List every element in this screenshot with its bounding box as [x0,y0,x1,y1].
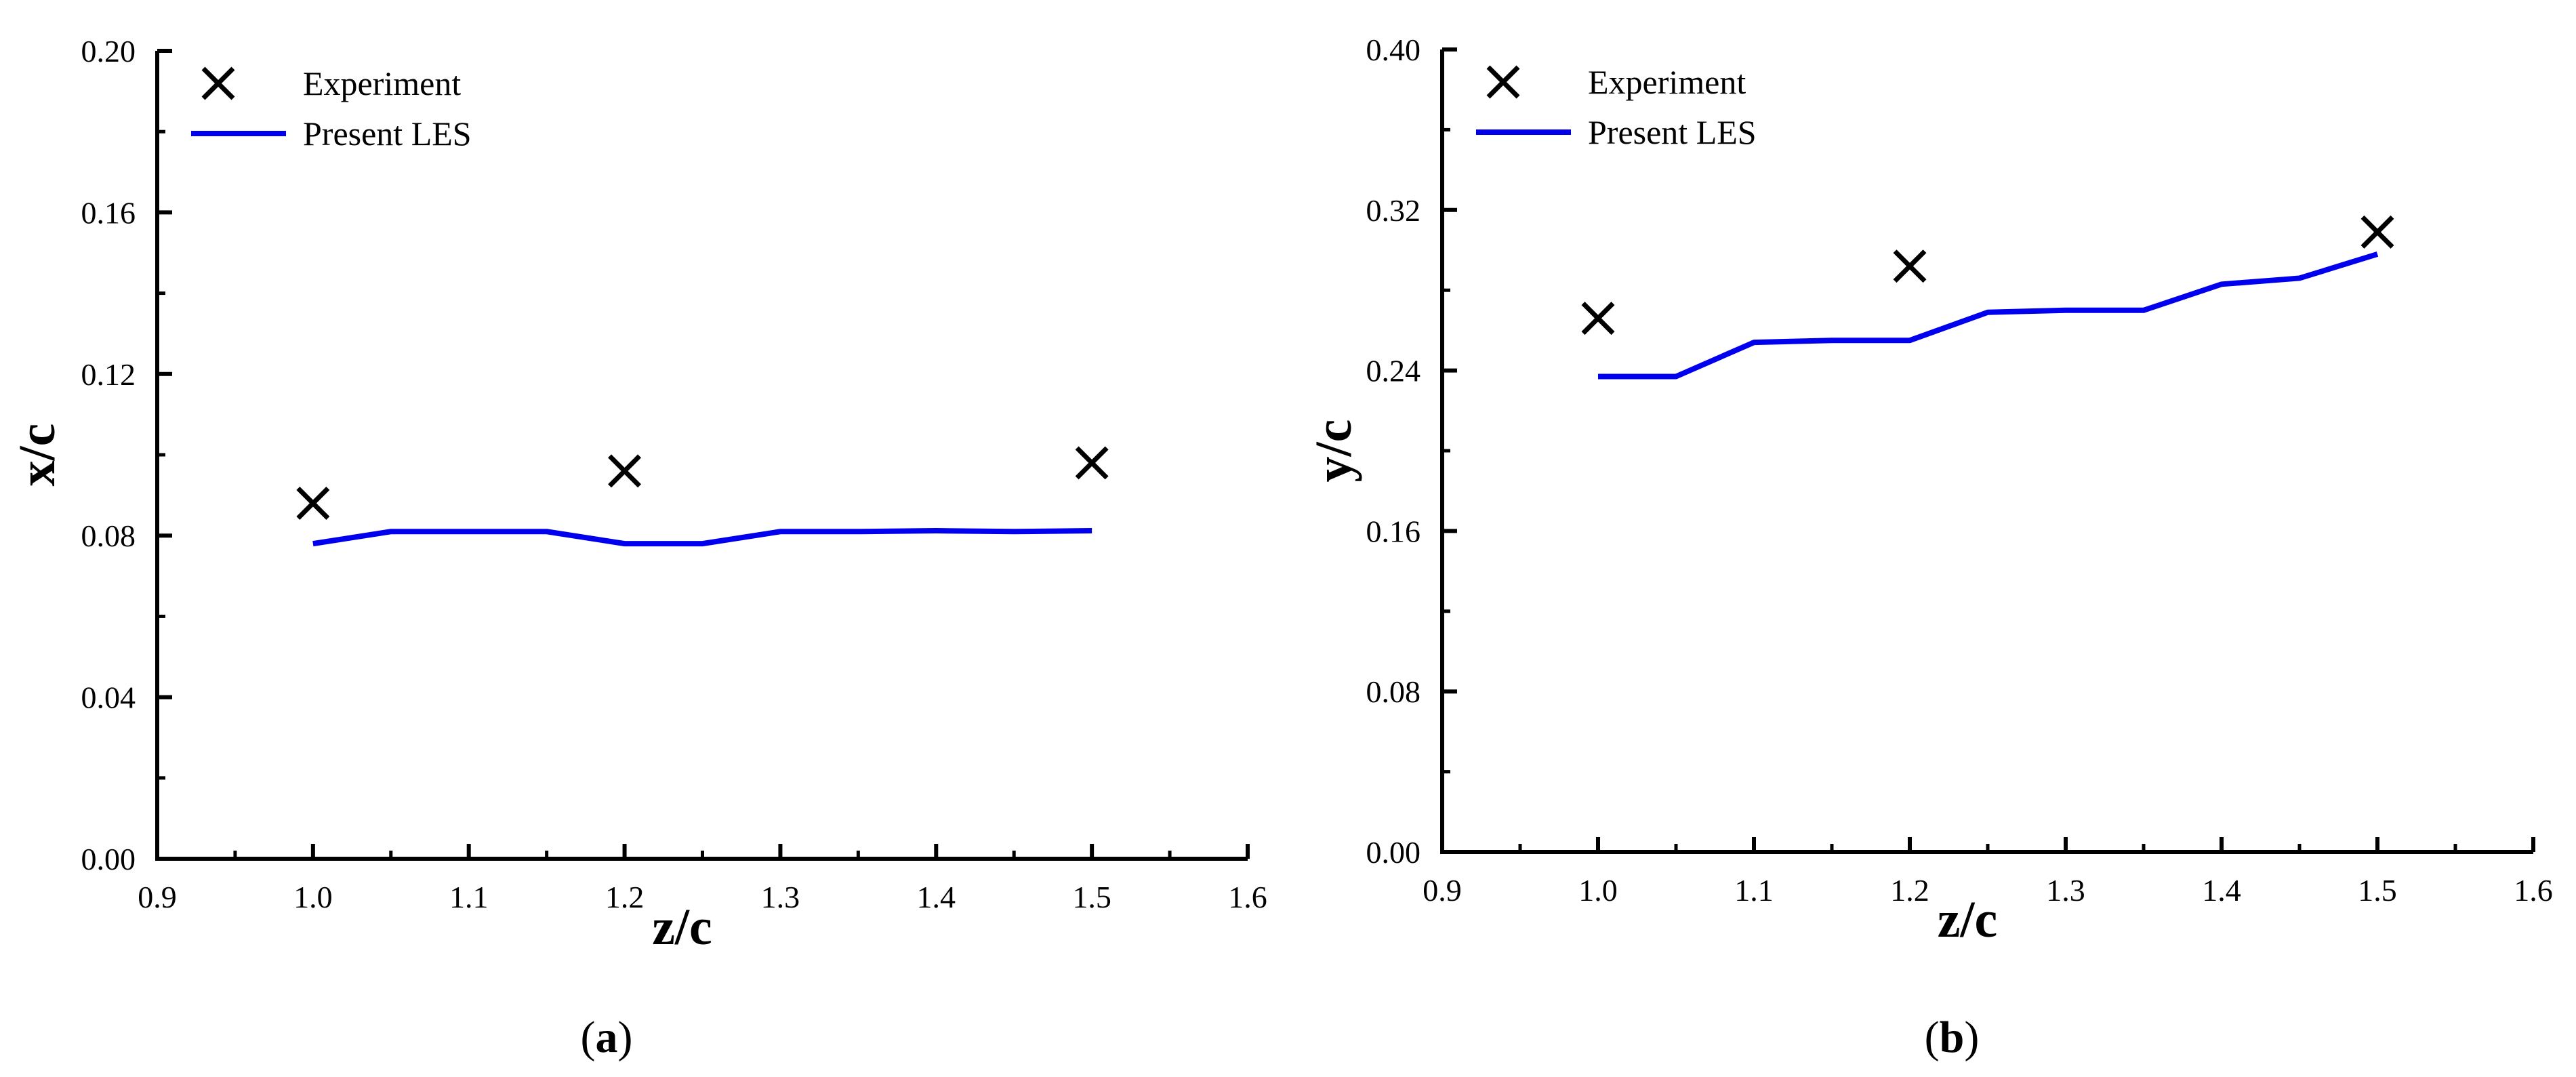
x-axis-label: z/c [1938,891,1998,948]
panel-caption: (a) [581,1013,633,1062]
y-tick-label: 0.08 [81,519,136,553]
experiment-marker-stroke [2360,215,2394,249]
experiment-marker-stroke [1581,302,1615,336]
experiment-point [1893,249,1927,283]
caption-close: ) [618,1013,633,1062]
x-tick-label: 1.1 [1734,873,1774,908]
x-tick-label: 1.0 [293,880,333,914]
legend: Experiment Present LES [191,64,472,153]
experiment-marker-stroke [296,487,330,520]
y-tick-label: 0.16 [81,195,136,230]
legend-experiment-marker [1486,65,1520,99]
x-tick-label: 1.5 [1072,880,1111,914]
y-tick-label: 0.20 [81,34,136,68]
x-tick-label: 1.2 [1890,873,1929,908]
panel-caption: (b) [1925,1013,1980,1062]
x-tick-label: 1.3 [2046,873,2085,908]
les-series-line [1598,251,2379,380]
experiment-point [1581,302,1615,336]
experiment-marker-stroke [608,454,642,488]
caption-open: ( [581,1013,596,1062]
x-tick-label: 1.1 [449,880,489,914]
experiment-point [1075,446,1109,480]
legend-label-les: Present LES [1588,113,1757,151]
x-tick-label: 0.9 [138,880,177,914]
experiment-point [296,487,330,520]
chart-panel-a: 0.9 1.0 1.1 1.2 1.3 1.4 1.5 1.6 0.00 0.04 0.08 0.12… [9,34,1267,1062]
caption-letter: b [1940,1013,1965,1062]
x-tick-label: 1.3 [761,880,800,914]
legend-experiment-marker [201,66,235,100]
experiment-marker-stroke [1075,446,1109,480]
x-tick-label: 1.0 [1578,873,1618,908]
x-tick-label: 1.2 [605,880,645,914]
y-tick-label: 0.00 [1366,835,1421,870]
y-tick-label: 0.12 [81,357,136,392]
y-axis-label: y/c [1305,420,1362,483]
legend-label-les: Present LES [303,115,472,153]
x-tick-label: 1.4 [917,880,956,914]
y-tick-label: 0.04 [81,680,136,715]
x-tick-label: 1.6 [2514,873,2553,908]
y-tick-label: 0.32 [1366,193,1421,228]
x-tick-label: 1.6 [1228,880,1267,914]
experiment-point [2360,215,2394,249]
les-series-line [312,528,1092,547]
y-tick-label: 0.00 [81,842,136,876]
y-tick-label: 0.24 [1366,354,1421,388]
experiment-point [608,454,642,488]
caption-close: ) [1964,1013,1979,1062]
y-axis-label: x/c [9,424,66,487]
y-tick-label: 0.16 [1366,514,1421,548]
x-axis-label: z/c [652,899,712,956]
chart-panel-b: 0.9 1.0 1.1 1.2 1.3 1.4 1.5 1.6 0.00 0.08 0.16 0.24… [1305,33,2553,1062]
legend-label-experiment: Experiment [303,64,461,102]
x-tick-label: 1.5 [2358,873,2397,908]
y-tick-label: 0.08 [1366,674,1421,709]
experiment-marker-stroke [1893,249,1927,283]
caption-letter: a [596,1013,618,1062]
legend: Experiment Present LES [1476,63,1757,151]
legend-label-experiment: Experiment [1588,63,1746,101]
x-tick-label: 0.9 [1423,873,1462,908]
y-tick-label: 0.40 [1366,33,1421,67]
caption-open: ( [1925,1013,1940,1062]
x-tick-label: 1.4 [2202,873,2241,908]
